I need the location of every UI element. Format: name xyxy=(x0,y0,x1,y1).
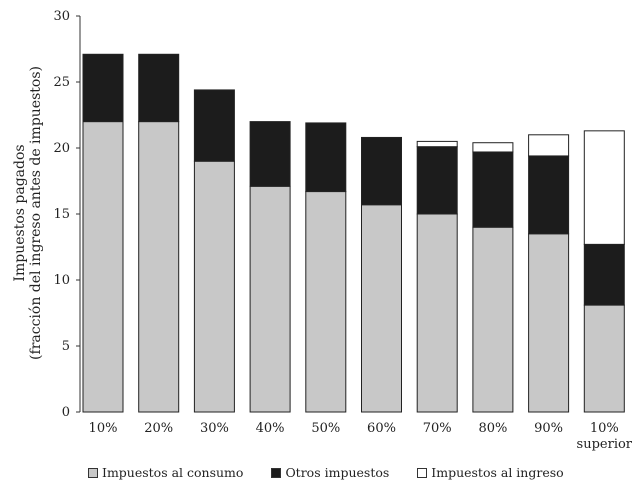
bar-segment-consumo xyxy=(416,213,458,413)
x-tick-label: 10% xyxy=(590,421,619,436)
legend-item-consumo: Impuestos al consumo xyxy=(88,465,243,480)
bar-segment-otros xyxy=(416,146,458,215)
x-tick-label: 80% xyxy=(478,421,507,436)
bar-segment-consumo xyxy=(361,204,402,413)
bar-segment-otros xyxy=(138,53,180,123)
bar-segment-consumo xyxy=(249,185,291,413)
legend-label: Otros impuestos xyxy=(285,465,390,480)
bar-segment-consumo xyxy=(305,191,347,413)
bar-segment-consumo xyxy=(528,233,570,413)
y-tick-label: 20 xyxy=(53,141,70,156)
x-tick-label: 20% xyxy=(144,421,173,436)
bar-segment-otros xyxy=(249,121,291,187)
bar-segment-ingreso xyxy=(583,130,625,245)
x-tick-label: superior xyxy=(577,437,633,452)
y-axis: 0 5 10 15 20 25 30 xyxy=(53,9,81,420)
legend-item-ingreso: Impuestos al ingreso xyxy=(417,465,564,480)
bar-segment-consumo xyxy=(82,121,124,413)
bar-segment-consumo xyxy=(583,304,625,413)
legend-item-otros: Otros impuestos xyxy=(271,465,389,480)
legend-swatch xyxy=(88,467,98,478)
bar-segment-otros xyxy=(583,243,625,306)
y-tick-label: 25 xyxy=(53,75,70,90)
legend-label: Impuestos al consumo xyxy=(102,465,244,480)
y-tick-label: 0 xyxy=(62,405,70,420)
x-tick-label: 60% xyxy=(367,421,396,436)
bar-segment-ingreso xyxy=(416,140,458,148)
bar-segment-otros xyxy=(193,89,235,162)
legend-swatch xyxy=(417,467,428,478)
bars xyxy=(82,53,625,413)
bar-segment-otros xyxy=(305,122,347,193)
bar-segment-consumo xyxy=(193,160,235,413)
y-tick-label: 5 xyxy=(62,339,70,354)
bar-segment-ingreso xyxy=(528,134,570,157)
bar-segment-otros xyxy=(472,151,514,228)
bar-segment-ingreso xyxy=(472,142,514,153)
legend: Impuestos al consumo Otros impuestos Imp… xyxy=(88,465,564,480)
bar-segment-otros xyxy=(528,155,570,235)
x-axis-labels: 10% 20% 30% 40% 50% 60% 70% 80% 90% 10%superior xyxy=(89,421,633,452)
bar-segment-otros xyxy=(361,136,402,206)
x-tick-label: 70% xyxy=(423,421,452,436)
legend-swatch xyxy=(271,467,282,478)
x-tick-label: 40% xyxy=(256,421,285,436)
y-axis-label-line1: Impuestos pagados xyxy=(12,144,28,281)
x-tick-label: 10% xyxy=(89,421,118,436)
bar-segment-otros xyxy=(82,53,124,123)
y-axis-label-line2: (fracción del ingreso antes de impuestos… xyxy=(28,66,44,360)
x-tick-label: 90% xyxy=(534,421,563,436)
legend-label: Impuestos al ingreso xyxy=(431,465,564,480)
x-tick-label: 30% xyxy=(200,421,229,436)
x-tick-label: 50% xyxy=(311,421,340,436)
y-tick-label: 10 xyxy=(53,273,70,288)
y-tick-label: 30 xyxy=(53,9,70,24)
bar-segment-consumo xyxy=(472,226,514,413)
bar-segment-consumo xyxy=(138,121,180,413)
y-tick-label: 15 xyxy=(53,207,70,222)
